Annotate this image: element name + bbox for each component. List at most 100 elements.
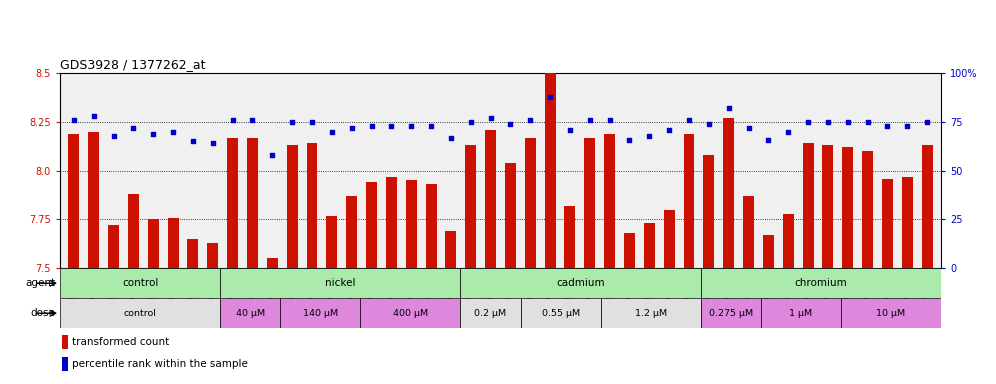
Text: dose: dose <box>30 308 55 318</box>
Point <box>840 119 856 125</box>
Bar <box>147 220 158 268</box>
Point <box>701 121 717 127</box>
Bar <box>701 298 761 328</box>
Bar <box>882 179 892 268</box>
Point <box>364 123 379 129</box>
Bar <box>361 298 460 328</box>
Bar <box>69 134 80 268</box>
Point <box>760 136 776 142</box>
Point <box>284 119 300 125</box>
Text: agent: agent <box>25 278 55 288</box>
Bar <box>287 146 298 268</box>
Point <box>562 127 578 133</box>
Bar <box>405 180 416 268</box>
Bar <box>89 132 100 268</box>
Point <box>602 117 618 123</box>
Bar <box>109 225 120 268</box>
Bar <box>307 144 318 268</box>
Bar <box>761 298 841 328</box>
Point <box>860 119 875 125</box>
Bar <box>267 258 278 268</box>
Point <box>344 125 360 131</box>
Bar <box>863 151 873 268</box>
Point <box>165 129 181 135</box>
Bar <box>227 137 238 268</box>
Bar <box>167 218 178 268</box>
Point <box>721 105 737 111</box>
Point <box>443 134 459 141</box>
Bar <box>367 182 376 268</box>
Point <box>622 136 637 142</box>
Point <box>106 132 122 139</box>
Point <box>423 123 439 129</box>
Bar <box>187 239 198 268</box>
Bar <box>347 196 358 268</box>
Bar <box>763 235 774 268</box>
Point <box>244 117 260 123</box>
Text: 0.275 μM: 0.275 μM <box>709 309 753 318</box>
Bar <box>803 144 814 268</box>
Point <box>919 119 935 125</box>
Bar <box>643 223 654 268</box>
Bar <box>525 137 536 268</box>
Bar <box>460 268 701 298</box>
Bar <box>505 163 516 268</box>
Bar <box>521 298 601 328</box>
Text: 400 μM: 400 μM <box>392 309 428 318</box>
Bar <box>60 268 220 298</box>
Point <box>741 125 757 131</box>
Bar <box>280 298 361 328</box>
Bar <box>585 137 596 268</box>
Point <box>582 117 598 123</box>
Text: control: control <box>122 278 158 288</box>
Text: 0.55 μM: 0.55 μM <box>542 309 580 318</box>
Point <box>641 132 657 139</box>
Bar <box>545 63 556 268</box>
Bar <box>703 155 714 268</box>
Point <box>66 117 82 123</box>
Point <box>502 121 518 127</box>
Bar <box>385 177 396 268</box>
Bar <box>841 298 941 328</box>
Point <box>800 119 816 125</box>
Bar <box>743 196 754 268</box>
Bar <box>465 146 476 268</box>
Point <box>86 113 102 119</box>
Point <box>225 117 241 123</box>
Text: cadmium: cadmium <box>557 278 605 288</box>
Text: GDS3928 / 1377262_at: GDS3928 / 1377262_at <box>60 58 205 71</box>
Text: 140 μM: 140 μM <box>303 309 338 318</box>
Bar <box>783 214 794 268</box>
Text: nickel: nickel <box>325 278 356 288</box>
Point <box>403 123 419 129</box>
Point <box>542 94 558 100</box>
Bar <box>485 130 496 268</box>
Text: 10 μM: 10 μM <box>876 309 905 318</box>
Bar <box>62 335 68 349</box>
Bar <box>207 243 218 268</box>
Bar <box>843 147 854 268</box>
Point <box>879 123 895 129</box>
Bar <box>220 268 460 298</box>
Bar <box>901 177 912 268</box>
Bar <box>624 233 634 268</box>
Bar <box>663 210 674 268</box>
Point <box>264 152 280 158</box>
Point <box>661 127 677 133</box>
Text: 40 μM: 40 μM <box>236 309 265 318</box>
Bar <box>921 146 932 268</box>
Bar <box>445 231 456 268</box>
Point <box>205 141 221 147</box>
Bar <box>683 134 694 268</box>
Point <box>125 125 141 131</box>
Bar <box>425 184 436 268</box>
Point <box>820 119 836 125</box>
Point <box>304 119 320 125</box>
Point <box>899 123 915 129</box>
Text: control: control <box>124 309 156 318</box>
Point <box>780 129 796 135</box>
Point <box>324 129 340 135</box>
Point <box>185 138 201 144</box>
Bar <box>723 118 734 268</box>
Bar <box>127 194 138 268</box>
